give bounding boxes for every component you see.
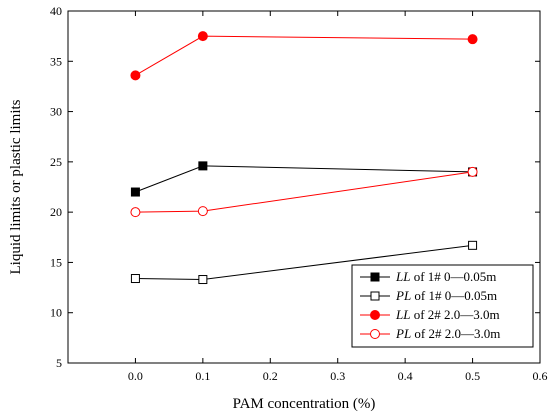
legend-marker-4 <box>370 329 380 339</box>
x-tick-label: 0.5 <box>465 369 480 383</box>
legend-label-prefix: PL <box>395 326 411 341</box>
legend-marker-3 <box>370 310 380 320</box>
data-point-series-1 <box>130 187 140 197</box>
x-tick-label: 0.0 <box>128 369 143 383</box>
series-markers <box>130 31 478 285</box>
x-tick-label: 0.3 <box>330 369 345 383</box>
x-tick-label: 0.2 <box>263 369 278 383</box>
x-tick-label: 0.1 <box>195 369 210 383</box>
y-tick-label: 5 <box>56 356 62 370</box>
series-line-3 <box>135 35 473 76</box>
legend-marker-2 <box>370 291 380 301</box>
data-point-series-4 <box>467 166 478 177</box>
data-point-series-1 <box>198 161 208 171</box>
legend-label-prefix: LL <box>395 269 410 284</box>
y-tick-label: 10 <box>50 306 62 320</box>
legend-label-suffix: of 2# 2.0—3.0m <box>411 326 500 341</box>
plot-frame <box>67 10 541 364</box>
y-tick-label: 30 <box>50 105 62 119</box>
y-axis-title: Liquid limits or plastic limits <box>8 99 24 274</box>
legend-marker-1 <box>370 272 380 282</box>
series-line-4 <box>135 171 473 213</box>
data-point-series-3 <box>130 70 141 81</box>
data-point-series-3 <box>197 31 208 42</box>
data-point-series-4 <box>130 207 141 218</box>
legend-label-prefix: LL <box>395 307 410 322</box>
data-point-series-2 <box>198 275 208 285</box>
y-tick-label: 20 <box>50 205 62 219</box>
x-axis-title: PAM concentration (%) <box>233 396 376 412</box>
series-lines <box>135 35 473 281</box>
legend-label-1: LL of 1# 0—0.05m <box>395 269 496 284</box>
legend-label-suffix: of 1# 0—0.05m <box>411 288 497 303</box>
legend-label-4: PL of 2# 2.0—3.0m <box>395 326 500 341</box>
legend-label-prefix: PL <box>395 288 411 303</box>
y-tick-label: 15 <box>50 255 62 269</box>
x-tick-label: 0.6 <box>533 369 548 383</box>
legend-label-3: LL of 2# 2.0—3.0m <box>395 307 500 322</box>
y-tick-label: 40 <box>50 4 62 18</box>
data-point-series-2 <box>130 274 140 284</box>
x-tick-label: 0.4 <box>398 369 413 383</box>
y-tick-label: 35 <box>50 54 62 68</box>
legend-label-suffix: of 2# 2.0—3.0m <box>410 307 499 322</box>
data-point-series-4 <box>197 206 208 217</box>
data-point-series-3 <box>467 34 478 45</box>
legend-box <box>351 264 534 348</box>
data-point-series-2 <box>468 240 478 250</box>
y-tick-label: 25 <box>50 155 62 169</box>
legend-label-2: PL of 1# 0—0.05m <box>395 288 497 303</box>
legend-label-suffix: of 1# 0—0.05m <box>410 269 496 284</box>
